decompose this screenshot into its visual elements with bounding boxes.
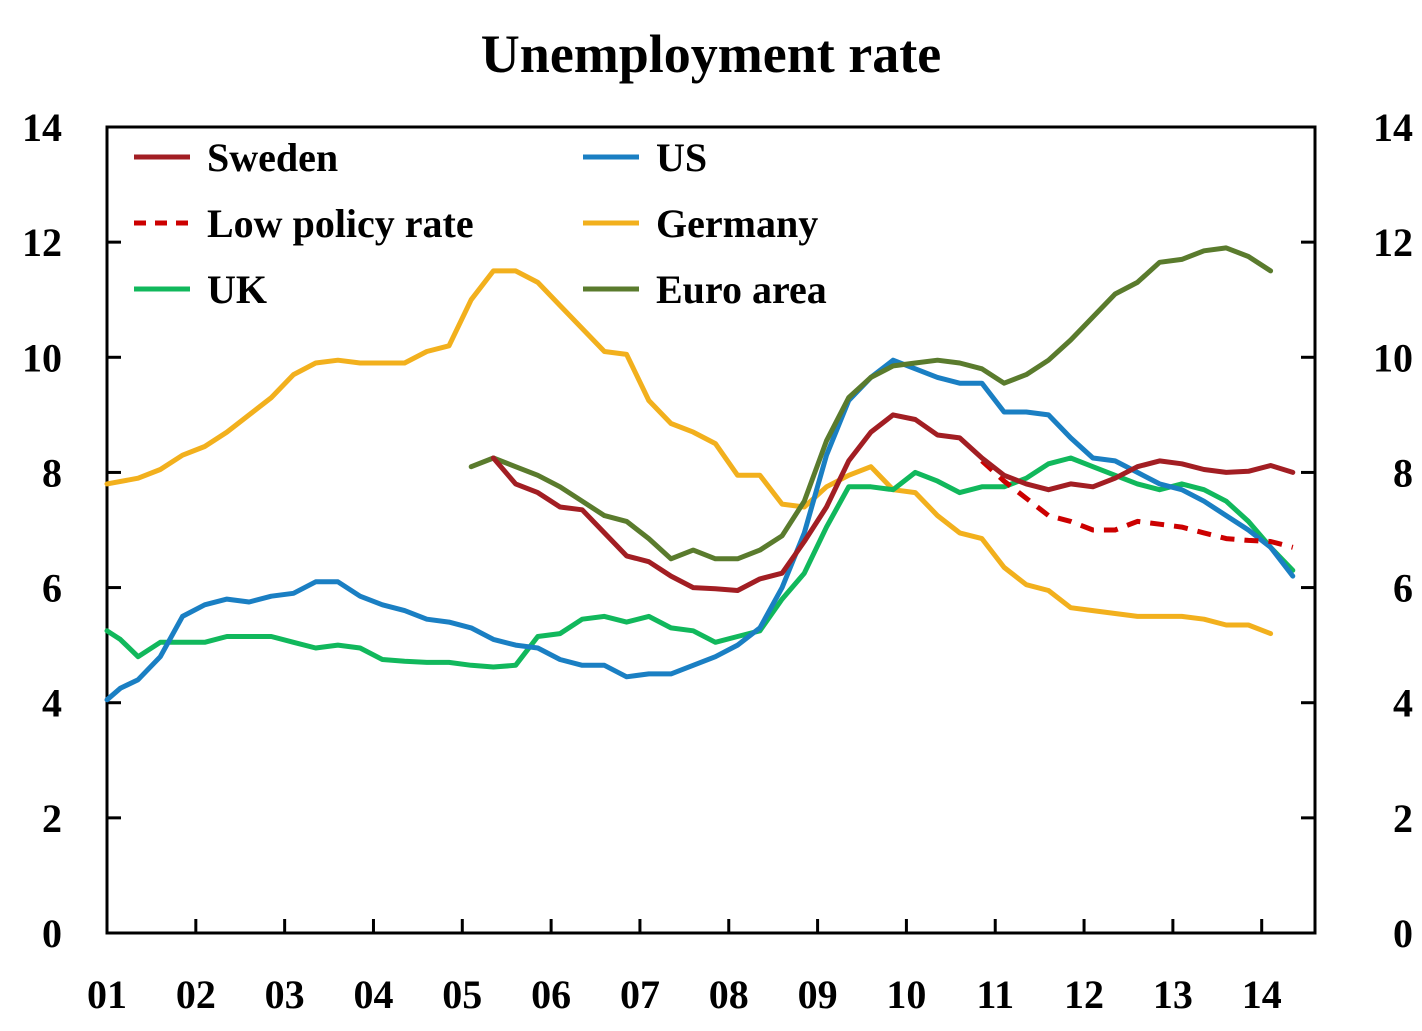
y-tick-label-left: 10 (22, 335, 62, 380)
x-tick-label: 08 (709, 972, 749, 1017)
x-tick-label: 09 (798, 972, 838, 1017)
legend-label: UK (207, 267, 267, 312)
series-line-germany (104, 268, 1274, 637)
x-tick-label: 03 (265, 972, 305, 1017)
chart-title: Unemployment rate (481, 24, 941, 84)
x-tick-label: 14 (1242, 972, 1282, 1017)
x-tick-label: 13 (1153, 972, 1193, 1017)
series-lines (104, 245, 1296, 703)
y-tick-label-right: 6 (1393, 566, 1413, 611)
x-tick-label: 02 (176, 972, 216, 1017)
y-tick-label-left: 6 (42, 566, 62, 611)
y-tick-label-right: 14 (1373, 105, 1413, 150)
y-tick-label-left: 4 (42, 681, 62, 726)
series-line-uk (104, 455, 1296, 670)
series-line-euro-area (468, 245, 1274, 562)
x-tick-label: 07 (620, 972, 660, 1017)
y-tick-label-right: 12 (1373, 220, 1413, 265)
series-line-sweden (490, 412, 1296, 593)
y-tick-label-right: 0 (1393, 911, 1413, 956)
x-tick-label: 10 (886, 972, 926, 1017)
y-tick-label-left: 8 (42, 450, 62, 495)
legend-label: US (656, 135, 707, 180)
y-tick-label-left: 14 (22, 105, 62, 150)
y-tick-label-right: 8 (1393, 450, 1413, 495)
y-tick-label-left: 2 (42, 796, 62, 841)
legend: Sweden Low policy rate UK US Germany Euro are… (134, 135, 827, 312)
series-line-us (104, 357, 1296, 703)
x-tick-label: 11 (976, 972, 1014, 1017)
y-tick-label-right: 4 (1393, 681, 1413, 726)
x-tick-label: 01 (87, 972, 127, 1017)
legend-label: Low policy rate (207, 201, 474, 246)
y-tick-label-right: 10 (1373, 335, 1413, 380)
x-tick-label: 06 (531, 972, 571, 1017)
y-tick-label-left: 12 (22, 220, 62, 265)
x-tick-label: 05 (442, 972, 482, 1017)
legend-label: Sweden (207, 135, 338, 180)
y-tick-label-right: 2 (1393, 796, 1413, 841)
y-tick-label-left: 0 (42, 911, 62, 956)
series-line-low-policy-rate (980, 459, 1294, 550)
x-tick-label: 12 (1064, 972, 1104, 1017)
x-tick-label: 04 (353, 972, 393, 1017)
legend-label: Euro area (656, 267, 827, 312)
legend-label: Germany (656, 201, 818, 246)
plot-frame (105, 125, 1317, 935)
